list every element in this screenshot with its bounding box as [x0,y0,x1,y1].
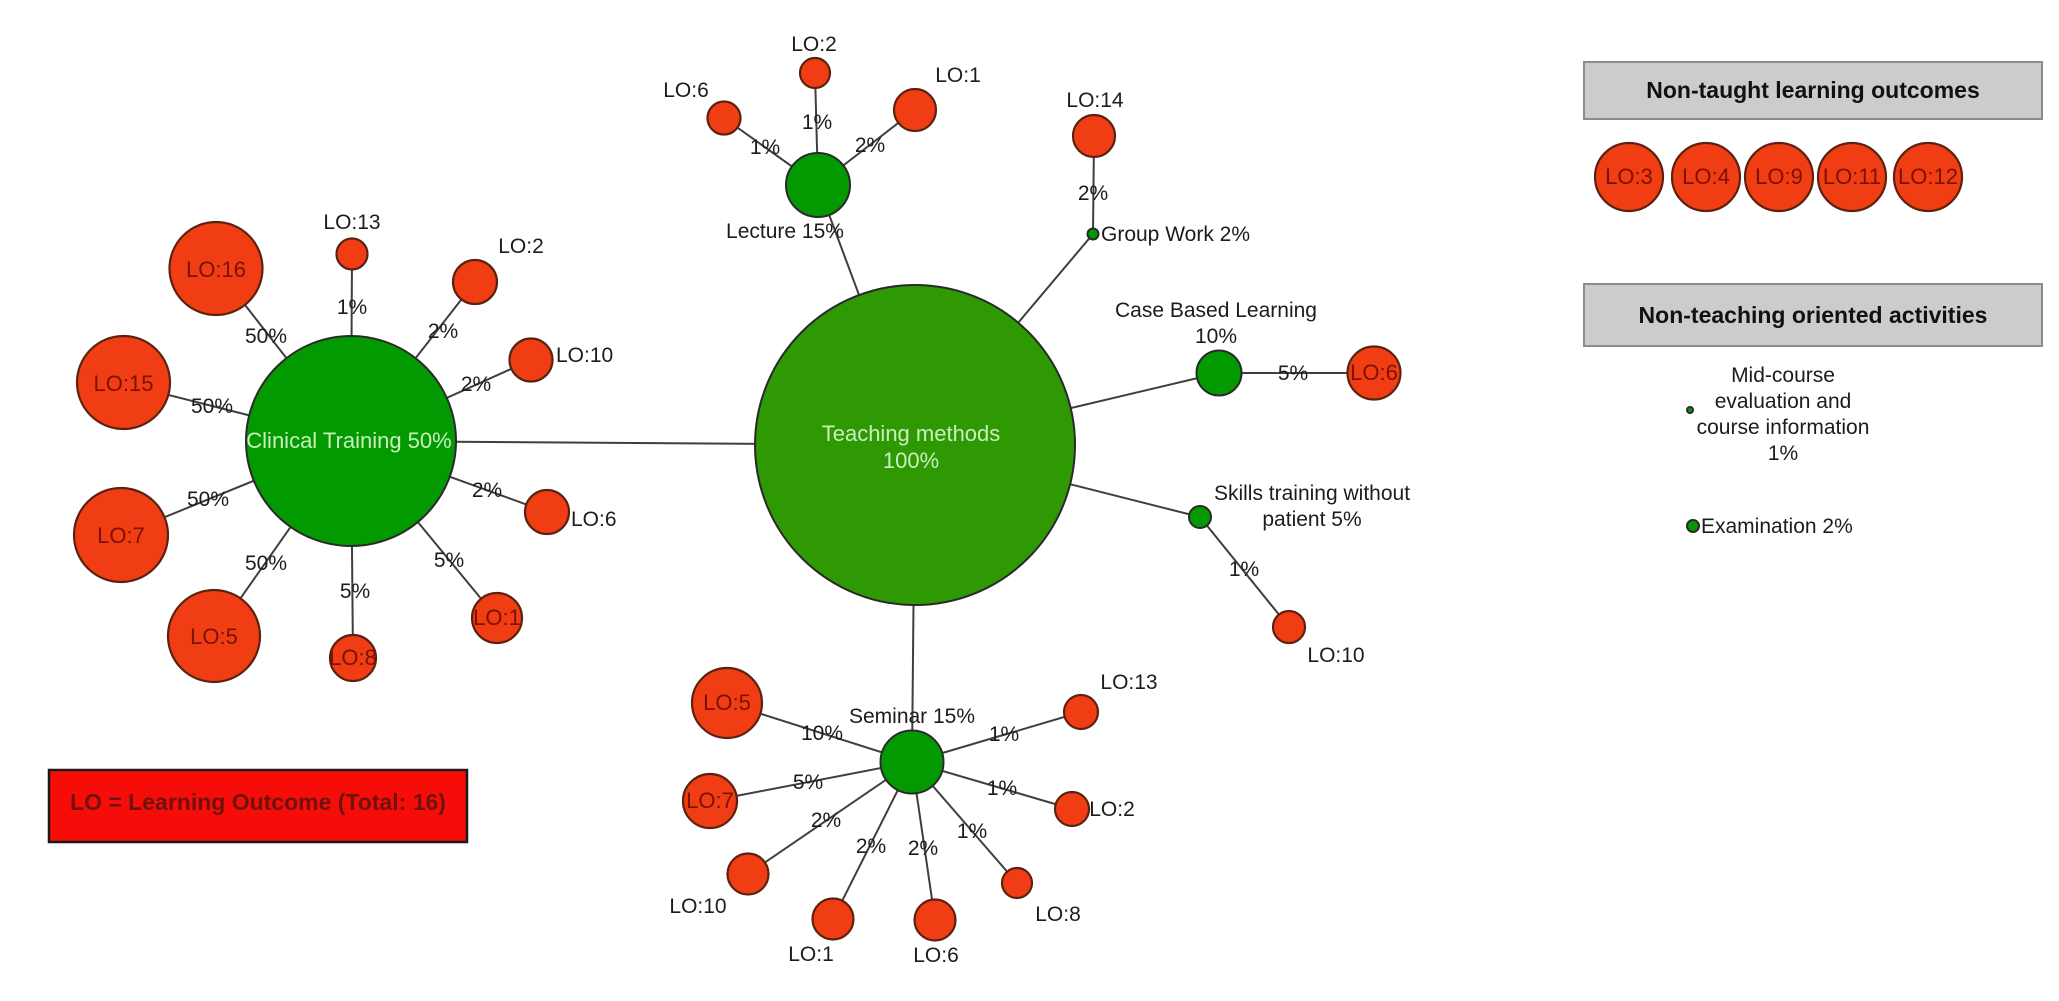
svg-text:5%: 5% [340,580,370,603]
svg-text:LO:11: LO:11 [1823,164,1881,189]
svg-text:2%: 2% [428,320,458,343]
svg-text:1%: 1% [987,777,1017,800]
svg-text:Lecture 15%: Lecture 15% [726,220,844,243]
svg-text:LO:5: LO:5 [190,624,238,649]
svg-text:LO:5: LO:5 [703,690,751,715]
svg-text:10%: 10% [801,722,843,745]
svg-text:LO:15: LO:15 [94,371,154,396]
svg-text:2%: 2% [1078,182,1108,205]
svg-text:100%: 100% [883,448,939,473]
svg-text:LO:10: LO:10 [669,895,726,918]
svg-text:LO:1: LO:1 [935,64,981,87]
svg-text:Examination 2%: Examination 2% [1701,515,1853,538]
svg-text:1%: 1% [989,723,1019,746]
svg-text:LO:10: LO:10 [556,344,613,367]
svg-text:LO:3: LO:3 [1605,164,1653,189]
svg-text:LO:7: LO:7 [97,523,145,548]
svg-text:10%: 10% [1195,325,1237,348]
svg-text:Clinical Training 50%: Clinical Training 50% [246,428,451,453]
svg-text:LO = Learning Outcome (Total:: LO = Learning Outcome (Total: 16) [70,789,446,815]
svg-text:Teaching methods: Teaching methods [822,421,1001,446]
svg-text:LO:8: LO:8 [329,645,377,670]
svg-text:2%: 2% [856,835,886,858]
svg-text:1%: 1% [337,296,367,319]
svg-text:LO:6: LO:6 [913,944,959,967]
svg-text:1%: 1% [1768,442,1798,465]
svg-text:2%: 2% [461,373,491,396]
svg-text:LO:2: LO:2 [791,33,837,56]
svg-text:LO:16: LO:16 [186,257,246,282]
svg-text:Case Based Learning: Case Based Learning [1115,299,1317,322]
svg-text:LO:14: LO:14 [1066,89,1124,112]
svg-text:1%: 1% [750,136,780,159]
svg-text:LO:1: LO:1 [473,605,521,630]
svg-text:LO:8: LO:8 [1035,903,1081,926]
svg-text:Non-teaching oriented activiti: Non-teaching oriented activities [1639,302,1988,328]
svg-text:LO:2: LO:2 [498,235,544,258]
svg-text:LO:9: LO:9 [1755,164,1803,189]
svg-text:50%: 50% [245,552,287,575]
svg-text:5%: 5% [1278,362,1308,385]
svg-text:Mid-course: Mid-course [1731,364,1835,387]
svg-text:Group Work 2%: Group Work 2% [1101,223,1250,246]
svg-text:1%: 1% [957,820,987,843]
svg-text:LO:2: LO:2 [1089,798,1135,821]
svg-text:Seminar 15%: Seminar 15% [849,705,975,728]
svg-text:Skills training without: Skills training without [1214,482,1410,505]
svg-text:2%: 2% [811,809,841,832]
svg-text:patient 5%: patient 5% [1262,508,1361,531]
svg-text:evaluation and: evaluation and [1715,390,1852,413]
svg-text:2%: 2% [908,837,938,860]
svg-text:2%: 2% [855,134,885,157]
svg-text:LO:1: LO:1 [788,943,834,966]
svg-text:LO:13: LO:13 [1100,671,1157,694]
svg-text:LO:6: LO:6 [571,508,617,531]
svg-text:2%: 2% [472,479,502,502]
svg-text:LO:6: LO:6 [663,79,709,102]
svg-text:LO:7: LO:7 [686,788,734,813]
svg-text:LO:12: LO:12 [1898,164,1958,189]
svg-text:LO:10: LO:10 [1307,644,1364,667]
svg-text:Non-taught learning outcomes: Non-taught learning outcomes [1646,77,1980,103]
svg-text:LO:4: LO:4 [1682,164,1730,189]
svg-text:LO:6: LO:6 [1350,360,1398,385]
svg-text:LO:13: LO:13 [323,211,380,234]
svg-text:50%: 50% [245,325,287,348]
svg-text:1%: 1% [1229,558,1259,581]
svg-text:5%: 5% [434,549,464,572]
svg-text:50%: 50% [191,395,233,418]
svg-text:5%: 5% [793,771,823,794]
svg-text:1%: 1% [802,111,832,134]
svg-text:50%: 50% [187,488,229,511]
svg-text:course information: course information [1697,416,1870,439]
